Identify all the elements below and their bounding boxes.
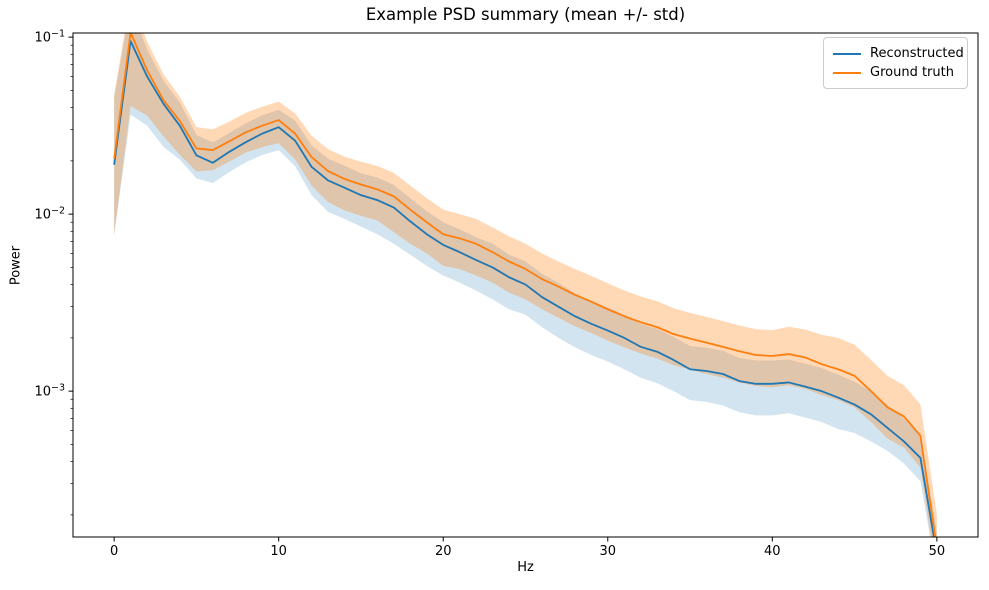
x-tick-label: 30	[599, 544, 616, 559]
x-tick-label: 40	[764, 544, 781, 559]
axes-frame	[72, 32, 979, 538]
series-line-reconstructed	[113, 40, 935, 537]
legend: Reconstructed Ground truth	[823, 37, 968, 89]
chart-title: Example PSD summary (mean +/- std)	[365, 5, 686, 24]
x-tick-label: 50	[929, 544, 946, 559]
legend-label: Ground truth	[870, 65, 954, 80]
legend-item-reconstructed: Reconstructed	[833, 44, 964, 63]
legend-label: Reconstructed	[870, 46, 964, 61]
series-line-ground-truth	[113, 33, 937, 537]
series-band-ground-truth	[114, 33, 937, 537]
y-tick-label: 10−2	[34, 206, 65, 223]
x-axis-label: Hz	[517, 560, 534, 575]
legend-item-ground-truth: Ground truth	[833, 63, 959, 82]
x-tick-label: 0	[110, 544, 118, 559]
reconstructed-line-swatch	[833, 52, 861, 55]
x-tick-label: 20	[435, 544, 452, 559]
y-tick-label: 10−1	[34, 29, 65, 46]
y-axis-label: Power	[8, 245, 24, 286]
ground-truth-line-swatch	[833, 71, 861, 74]
y-tick-label: 10−3	[34, 383, 65, 400]
x-tick-label: 10	[270, 544, 287, 559]
